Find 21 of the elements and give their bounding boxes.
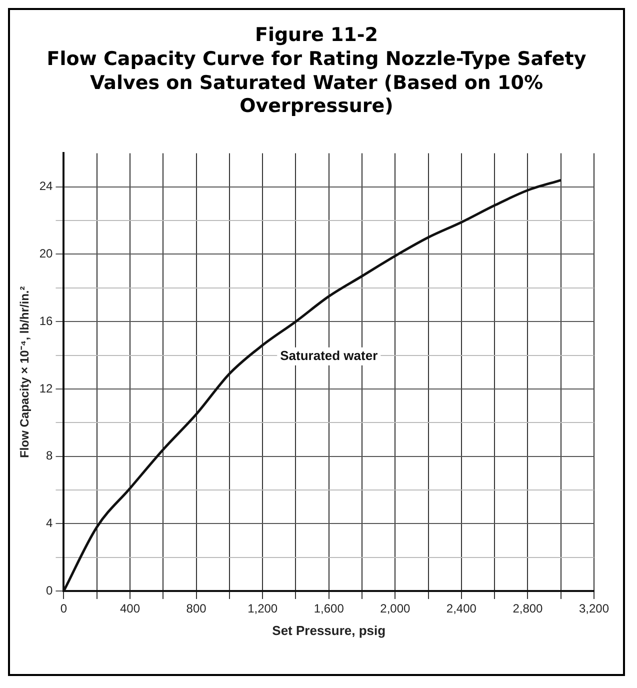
- y-tick-label: 4: [46, 516, 54, 530]
- y-tick-label: 16: [39, 314, 54, 328]
- chart-subtitle: Flow Capacity Curve for Rating Nozzle-Type Safety Valves on Saturated Water (Based on 10% Overpressure): [46, 48, 588, 119]
- y-tick-label: 20: [39, 246, 54, 261]
- y-axis-title: Flow Capacity × 10⁻⁴, lb/hr/in.²: [18, 286, 32, 458]
- y-tick-label: 24: [39, 179, 54, 194]
- x-tick-label: 400: [120, 602, 140, 616]
- x-tick-label: 800: [186, 602, 207, 616]
- series-label: Saturated water: [280, 348, 378, 363]
- x-tick-label: 2,000: [380, 602, 410, 616]
- y-tick-label: 0: [46, 583, 54, 598]
- y-tick-label: 12: [39, 381, 54, 396]
- x-axis-title: Set Pressure, psig: [272, 622, 386, 638]
- y-tick-label: 8: [46, 448, 54, 463]
- x-tick-label: 2,800: [512, 602, 544, 616]
- x-tick-label: 1,600: [314, 602, 344, 616]
- chart-title: Figure 11-2: [254, 24, 380, 48]
- x-tick-label: 0: [60, 602, 68, 616]
- x-tick-label: 1,200: [248, 602, 278, 616]
- x-tick-label: 2,400: [446, 602, 477, 616]
- x-tick-label: 3,200: [578, 602, 610, 616]
